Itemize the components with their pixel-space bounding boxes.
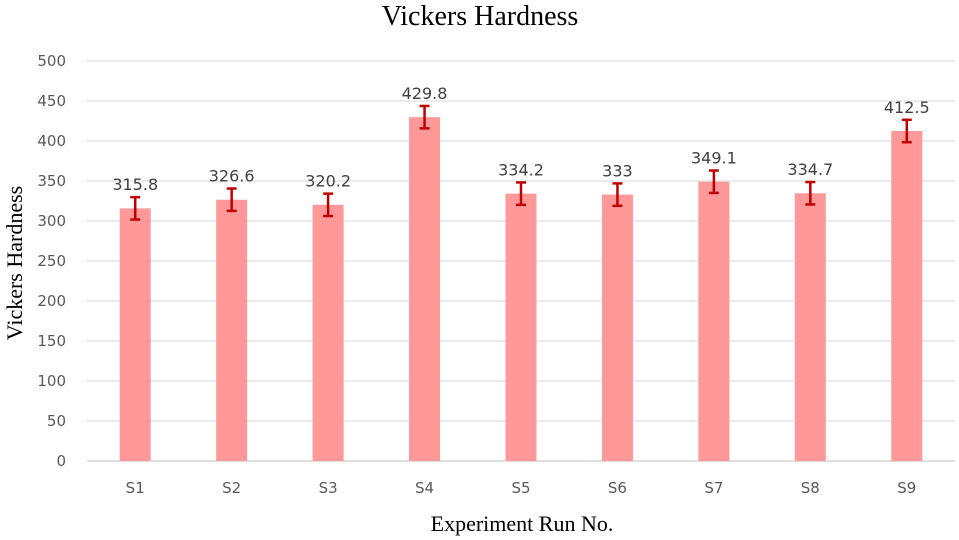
y-tick-label: 50 [47, 412, 66, 430]
data-label-s2: 326.6 [209, 167, 255, 186]
x-tick-label-s7: S7 [704, 479, 723, 497]
error-bar-s4 [419, 104, 430, 130]
x-tick-label-s3: S3 [319, 479, 338, 497]
error-bar-s8 [805, 180, 816, 206]
x-tick-label-s1: S1 [126, 479, 145, 497]
bar-s1 [119, 208, 151, 461]
y-tick-label: 400 [37, 132, 66, 150]
error-bar-s7 [708, 169, 719, 195]
error-bar-s6 [612, 182, 623, 208]
y-tick-label: 250 [37, 252, 66, 270]
data-label-s6: 333 [602, 161, 633, 180]
error-bar-s2 [226, 187, 237, 213]
error-bars [130, 104, 912, 221]
data-label-s4: 429.8 [402, 84, 448, 103]
bar-s2 [216, 199, 248, 461]
data-label-s1: 315.8 [112, 175, 158, 194]
data-label-s8: 334.7 [787, 160, 833, 179]
bar-s5 [505, 193, 537, 461]
y-tick-label: 350 [37, 172, 66, 190]
y-tick-label: 100 [37, 372, 66, 390]
error-bar-s9 [901, 118, 912, 144]
y-tick-label: 450 [37, 92, 66, 110]
y-tick-label: 0 [56, 452, 66, 470]
x-tick-label-s5: S5 [511, 479, 530, 497]
error-bar-s1 [130, 195, 141, 221]
x-axis-label: Experiment Run No. [431, 511, 614, 536]
x-axis-ticks: S1 S2 S3 S4 S5 S6 S7 S8 S9 [126, 479, 917, 497]
y-axis-ticks: 0 50 100 150 200 250 300 350 400 450 500 [37, 52, 66, 470]
x-tick-label-s4: S4 [415, 479, 434, 497]
bar-s3 [312, 204, 344, 461]
data-label-s5: 334.2 [498, 160, 544, 179]
x-tick-label-s8: S8 [801, 479, 820, 497]
error-bar-s5 [516, 181, 526, 207]
x-tick-label-s9: S9 [897, 479, 916, 497]
data-label-s9: 412.5 [884, 98, 930, 117]
bars [119, 117, 923, 462]
y-tick-label: 200 [37, 292, 66, 310]
chart-title: Vickers Hardness [382, 1, 579, 32]
bar-s6 [601, 194, 633, 461]
x-tick-label-s6: S6 [608, 479, 627, 497]
data-label-s7: 349.1 [691, 149, 737, 168]
bar-s4 [409, 117, 441, 461]
data-label-s3: 320.2 [305, 172, 351, 191]
y-tick-label: 500 [37, 52, 66, 70]
bar-s9 [891, 131, 923, 461]
y-axis-label: Vickers Hardness [2, 186, 27, 340]
y-tick-label: 300 [37, 212, 66, 230]
bar-s7 [698, 181, 730, 461]
y-tick-label: 150 [37, 332, 66, 350]
x-tick-label-s2: S2 [222, 479, 241, 497]
data-labels: 315.8 326.6 320.2 429.8 334.2 333 349.1 334.7 41… [112, 84, 929, 194]
bar-s8 [794, 193, 826, 462]
error-bar-s3 [323, 192, 334, 218]
